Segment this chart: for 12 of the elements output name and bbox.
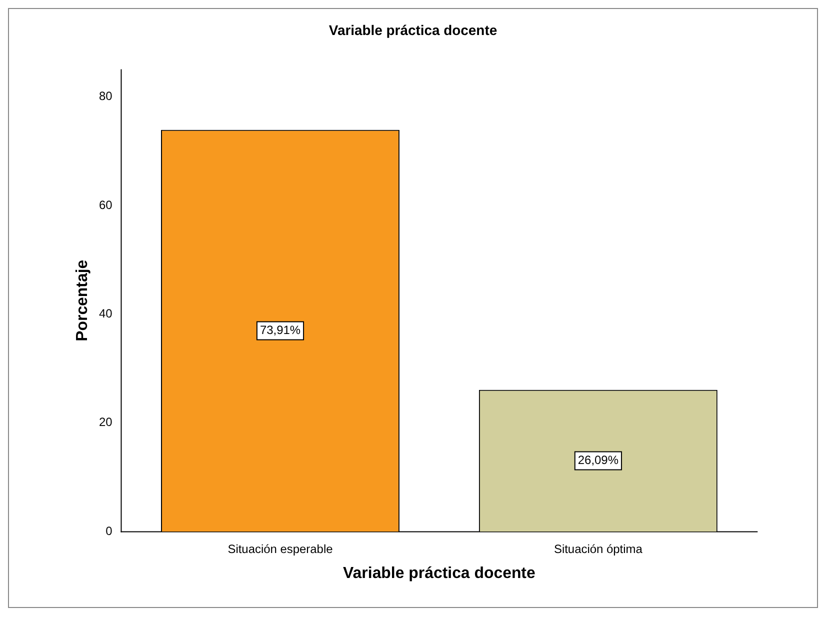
x-tick-label: Situación esperable bbox=[228, 542, 334, 556]
chart-title: Variable práctica docente bbox=[328, 22, 498, 38]
data-label: 73,91% bbox=[260, 323, 301, 338]
y-tick-label: 20 bbox=[98, 415, 113, 430]
y-tick-label: 0 bbox=[106, 524, 113, 538]
y-tick-label: 40 bbox=[98, 306, 113, 321]
y-tick-label: 60 bbox=[98, 198, 113, 212]
y-tick-label: 80 bbox=[98, 89, 113, 104]
data-label: 26,09% bbox=[578, 453, 619, 468]
x-axis-title: Variable práctica docente bbox=[343, 564, 536, 582]
y-axis-title: Porcentaje bbox=[74, 260, 91, 342]
x-tick-label: Situación óptima bbox=[554, 542, 643, 556]
